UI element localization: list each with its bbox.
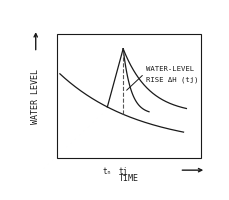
Text: RISE ΔH (tj): RISE ΔH (tj) <box>146 77 199 83</box>
Text: WATER LEVEL: WATER LEVEL <box>31 69 40 124</box>
Text: WATER-LEVEL: WATER-LEVEL <box>146 66 194 72</box>
Text: tj: tj <box>119 166 128 175</box>
Text: TIME: TIME <box>119 173 139 182</box>
Bar <box>57 35 201 158</box>
Text: tₙ: tₙ <box>103 166 112 175</box>
